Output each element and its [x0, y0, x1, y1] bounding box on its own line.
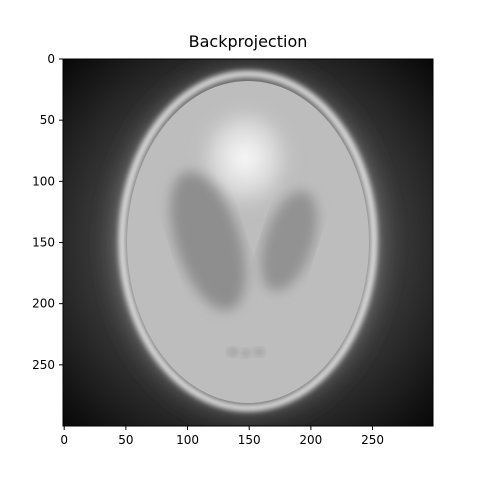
plot-title: Backprojection — [188, 32, 308, 51]
y-tick-label: 100 — [32, 174, 55, 188]
x-tick-label: 0 — [60, 433, 68, 447]
x-tick-label: 250 — [361, 433, 384, 447]
y-tick-label: 150 — [32, 236, 55, 250]
y-axis: 0 50 100 150 200 250 — [32, 52, 63, 372]
x-tick-label: 200 — [299, 433, 322, 447]
x-tick-label: 100 — [176, 433, 199, 447]
y-tick-label: 50 — [40, 113, 55, 127]
x-tick-label: 50 — [118, 433, 133, 447]
backprojection-image — [63, 59, 433, 426]
y-tick-label: 200 — [32, 297, 55, 311]
x-axis: 0 50 100 150 200 250 — [60, 426, 384, 447]
y-tick-label: 0 — [47, 52, 55, 66]
y-tick-label: 250 — [32, 358, 55, 372]
x-tick-label: 150 — [238, 433, 261, 447]
